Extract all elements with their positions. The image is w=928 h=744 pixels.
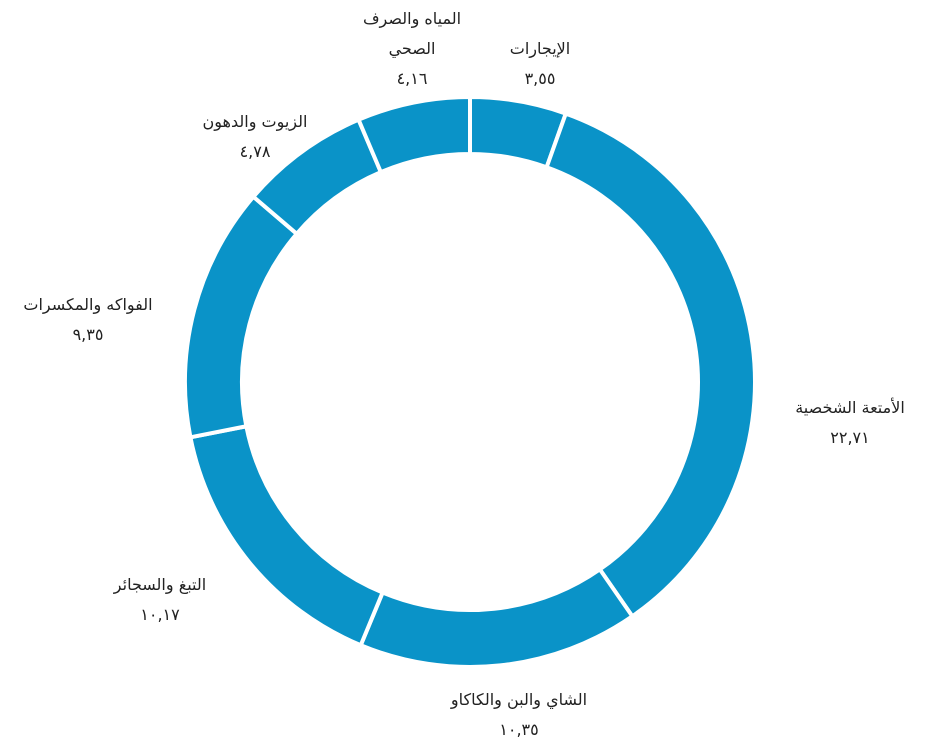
- segment-label: الفواكه والمكسرات: [23, 295, 153, 314]
- segment-label: الزيوت والدهون: [202, 112, 308, 131]
- donut-segment: [183, 193, 300, 440]
- value-label: ١٠,١٧: [140, 605, 180, 624]
- segment-label: التبغ والسجائر: [113, 575, 207, 594]
- segment-label: المياه والصرف الصحي: [362, 9, 462, 58]
- value-label: ٤,١٦: [396, 69, 428, 88]
- segment-label: الإيجارات: [509, 39, 571, 58]
- segment-label: الأمتعة الشخصية: [795, 398, 905, 417]
- donut-segment: [358, 566, 636, 669]
- value-label: ٤,٧٨: [239, 142, 271, 161]
- segment-label: الشاي والبن والكاكاو: [450, 690, 588, 709]
- value-label: ٣,٥٥: [524, 69, 556, 88]
- value-label: ٩,٣٥: [72, 325, 104, 344]
- donut-segment: [355, 94, 472, 175]
- donut-segment: [544, 111, 757, 620]
- value-label: ٢٢,٧١: [830, 428, 870, 447]
- value-label: ١٠,٣٥: [499, 720, 539, 739]
